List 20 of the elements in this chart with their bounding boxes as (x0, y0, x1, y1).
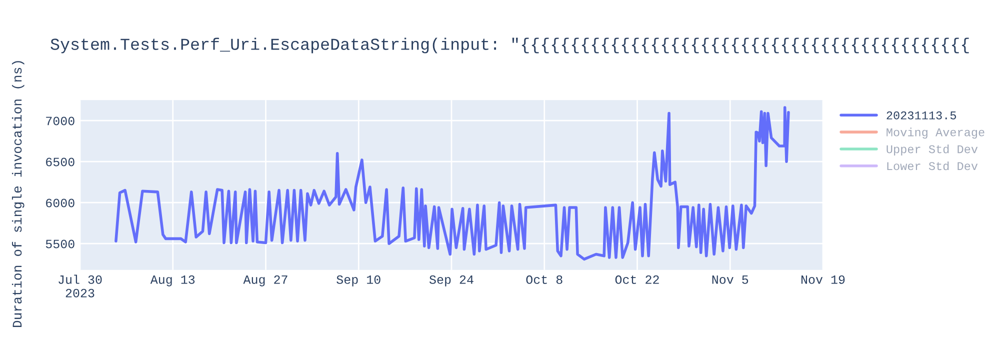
x-tick-label: Sep 10 (336, 275, 380, 286)
legend-label: Lower Std Dev (887, 161, 978, 170)
y-axis-title: Duration of single invocation (ns) (12, 61, 24, 328)
y-tick-label: 6000 (46, 198, 74, 208)
line-series (114, 106, 790, 261)
x-tick-label: Aug 13 (150, 275, 195, 286)
legend-label: 20231113.5 (886, 111, 956, 120)
legend-label: Upper Std Dev (886, 144, 978, 156)
x-tick-label: Sep 24 (429, 275, 474, 286)
y-tick-label: 6500 (46, 158, 74, 166)
x-tick-label: Nov 5 (712, 276, 748, 284)
y-tick-label: 5500 (46, 240, 74, 248)
x-tick-label: Aug 27 (243, 275, 288, 286)
x-tick-label: Oct 22 (615, 275, 659, 284)
x-tick-label: Oct 8 (526, 275, 562, 284)
legend-label: Moving Average (886, 128, 984, 139)
x-tick-label: Nov 19 (801, 275, 845, 284)
y-tick-label: 7000 (46, 116, 74, 126)
chart-title: System.Tests.Perf_Uri.EscapeDataString(input: "{{{{{{{{{{{{{{{{{{{{{{{{{{{{{{{{{{{{{{{{{{{{{ (50, 38, 969, 54)
x-tick-label: Jul 30 2023 (58, 274, 102, 298)
